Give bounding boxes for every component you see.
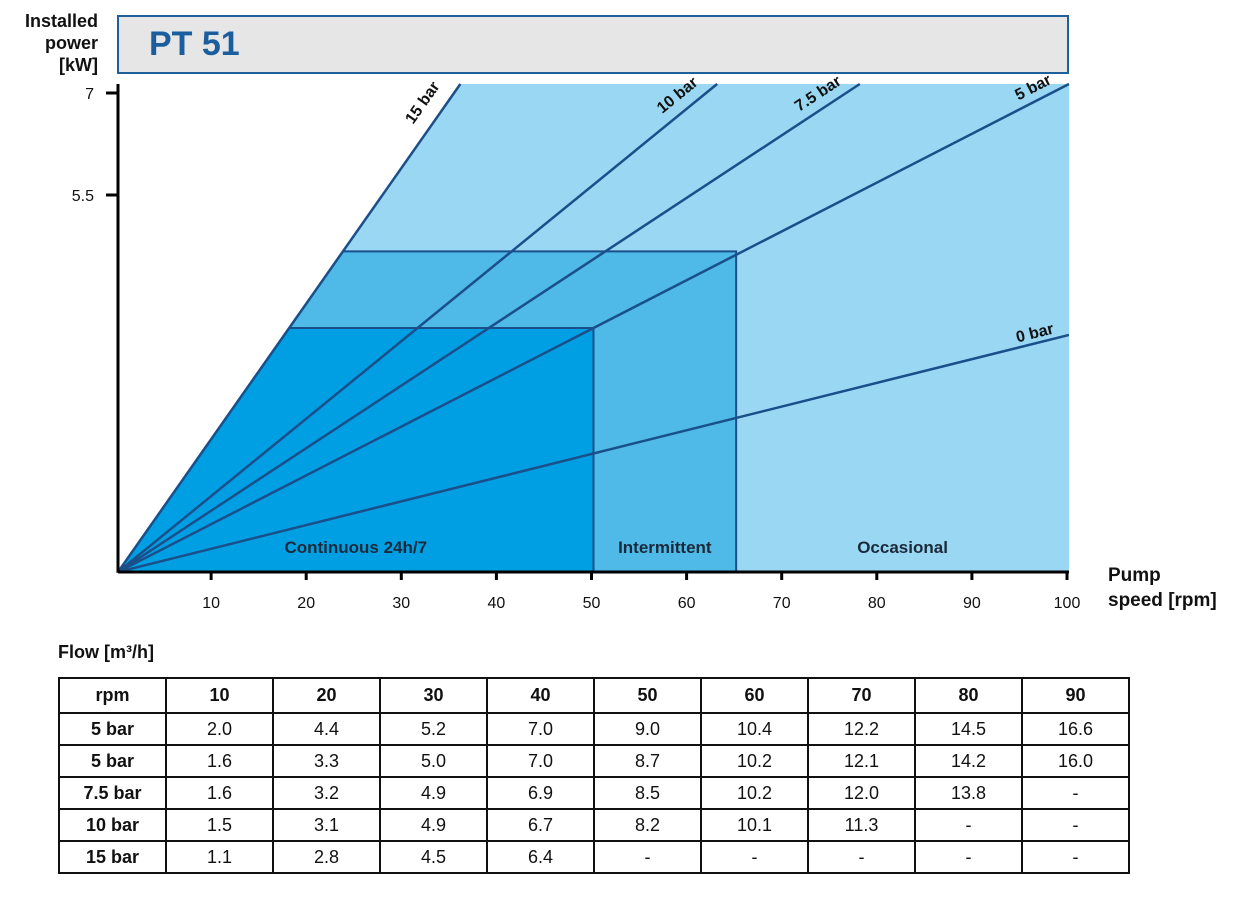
table-row: 7.5 bar 1.6 3.2 4.9 6.9 8.5 10.2 12.0 13.8- — [58, 776, 1130, 810]
chart-title-bar: PT 51 — [117, 15, 1069, 74]
table-header-cell: 30 — [379, 677, 488, 714]
table-cell: 13.8 — [914, 776, 1023, 810]
table-header-cell: 40 — [486, 677, 595, 714]
table-row: 15 bar 1.1 2.8 4.5 6.4- - - - - — [58, 840, 1130, 874]
table-cell: 4.9 — [379, 776, 488, 810]
x-axis-label: Pump speed [rpm] — [1108, 563, 1217, 613]
table-cell: 10.1 — [700, 808, 809, 842]
series-line — [116, 83, 462, 573]
table-cell: - — [1021, 840, 1130, 874]
table-cell: 5.2 — [379, 712, 488, 746]
x-tick-label: 100 — [1054, 595, 1081, 612]
table-cell: 1.1 — [165, 840, 274, 874]
table-cell: - — [700, 840, 809, 874]
series-line — [117, 333, 1070, 574]
y-axis-label-line1: Installed — [24, 11, 98, 31]
table-cell: 9.0 — [593, 712, 702, 746]
x-axis-label-line2: speed [rpm] — [1108, 590, 1217, 611]
table-cell: 14.5 — [914, 712, 1023, 746]
series-line — [117, 82, 861, 574]
table-cell: - — [1021, 808, 1130, 842]
table-row: 5 bar 1.6 3.3 5.0 7.0 8.7 10.2 12.1 14.2 16.0 — [58, 744, 1130, 778]
table-cell: 4.9 — [379, 808, 488, 842]
table-header-cell: 10 — [165, 677, 274, 714]
table-cell: 1.6 — [165, 744, 274, 778]
table-row: 5 bar 2.0 4.4 5.2 7.0 9.0 10.4 12.2 14.5 16.6 — [58, 712, 1130, 746]
table-header-cell: 80 — [914, 677, 1023, 714]
table-cell: 10.2 — [700, 776, 809, 810]
chart-title: PT 51 — [149, 25, 240, 63]
x-axis-label-line1: Pump — [1108, 565, 1161, 586]
table-cell: 10.4 — [700, 712, 809, 746]
table-header-cell: 70 — [807, 677, 916, 714]
table-cell: - — [807, 840, 916, 874]
series-line — [117, 82, 1070, 574]
table-cell: 7.0 — [486, 744, 595, 778]
x-tick-label: 50 — [583, 595, 601, 612]
table-cell: 8.2 — [593, 808, 702, 842]
table-cell: 8.5 — [593, 776, 702, 810]
table-header-row: rpm 10 20 30 40 50 60 70 80 90 — [58, 677, 1130, 714]
table-cell: 12.1 — [807, 744, 916, 778]
table-row-label: 7.5 bar — [58, 776, 167, 810]
table-cell: 4.4 — [272, 712, 381, 746]
x-tick-label: 20 — [297, 595, 315, 612]
x-tick-label: 10 — [202, 595, 220, 612]
table-cell: 11.3 — [807, 808, 916, 842]
x-tick-label: 90 — [963, 595, 981, 612]
y-axis-label-line3: [kW] — [59, 55, 98, 75]
table-cell: 14.2 — [914, 744, 1023, 778]
region-label: Continuous 24h/7 — [284, 538, 427, 557]
y-tick-label: 5.5 — [72, 188, 94, 205]
table-cell: 5.0 — [379, 744, 488, 778]
x-tick-label: 40 — [488, 595, 506, 612]
table-header-cell: 50 — [593, 677, 702, 714]
table-row: 10 bar 1.5 3.1 4.9 6.7 8.2 10.1 11.3- - — [58, 808, 1130, 842]
chart-plot: Continuous 24h/7 Intermittent Occasional15… — [72, 72, 1081, 612]
table-cell: 16.0 — [1021, 744, 1130, 778]
table-cell: - — [914, 808, 1023, 842]
table-cell: 16.6 — [1021, 712, 1130, 746]
x-tick-label: 80 — [868, 595, 886, 612]
table-header-cell: 20 — [272, 677, 381, 714]
table-cell: 6.9 — [486, 776, 595, 810]
table-cell: 1.6 — [165, 776, 274, 810]
y-tick-label: 7 — [85, 86, 94, 103]
table-cell: 1.5 — [165, 808, 274, 842]
table-cell: 7.0 — [486, 712, 595, 746]
table-row-label: 5 bar — [58, 744, 167, 778]
y-axis-label-line2: power — [44, 33, 98, 53]
table-cell: - — [1021, 776, 1130, 810]
table-cell: 6.4 — [486, 840, 595, 874]
table-cell: 3.2 — [272, 776, 381, 810]
table-cell: 8.7 — [593, 744, 702, 778]
table-cell: 10.2 — [700, 744, 809, 778]
table-cell: 6.7 — [486, 808, 595, 842]
region-label: Occasional — [857, 538, 948, 557]
table-header-rpm: rpm — [58, 677, 167, 714]
table-caption: Flow [m³/h] — [58, 642, 154, 662]
table-cell: - — [914, 840, 1023, 874]
table-cell: 12.2 — [807, 712, 916, 746]
x-tick-label: 30 — [392, 595, 410, 612]
table-header-cell: 90 — [1021, 677, 1130, 714]
table-row-label: 10 bar — [58, 808, 167, 842]
table-cell: 2.0 — [165, 712, 274, 746]
table-header-cell: 60 — [700, 677, 809, 714]
series-line — [117, 83, 718, 573]
table-row-label: 15 bar — [58, 840, 167, 874]
x-tick-label: 60 — [678, 595, 696, 612]
table-cell: 4.5 — [379, 840, 488, 874]
table-cell: - — [593, 840, 702, 874]
flow-table: rpm 10 20 30 40 50 60 70 80 90 5 bar 2.0 4.4 5.2 7.0 9… — [58, 677, 1130, 874]
region-label: Intermittent — [618, 538, 712, 557]
table-cell: 2.8 — [272, 840, 381, 874]
table-cell: 12.0 — [807, 776, 916, 810]
y-axis-label: Installed power [kW] — [0, 10, 98, 76]
table-cell: 3.1 — [272, 808, 381, 842]
table-row-label: 5 bar — [58, 712, 167, 746]
x-tick-label: 70 — [773, 595, 791, 612]
table-cell: 3.3 — [272, 744, 381, 778]
